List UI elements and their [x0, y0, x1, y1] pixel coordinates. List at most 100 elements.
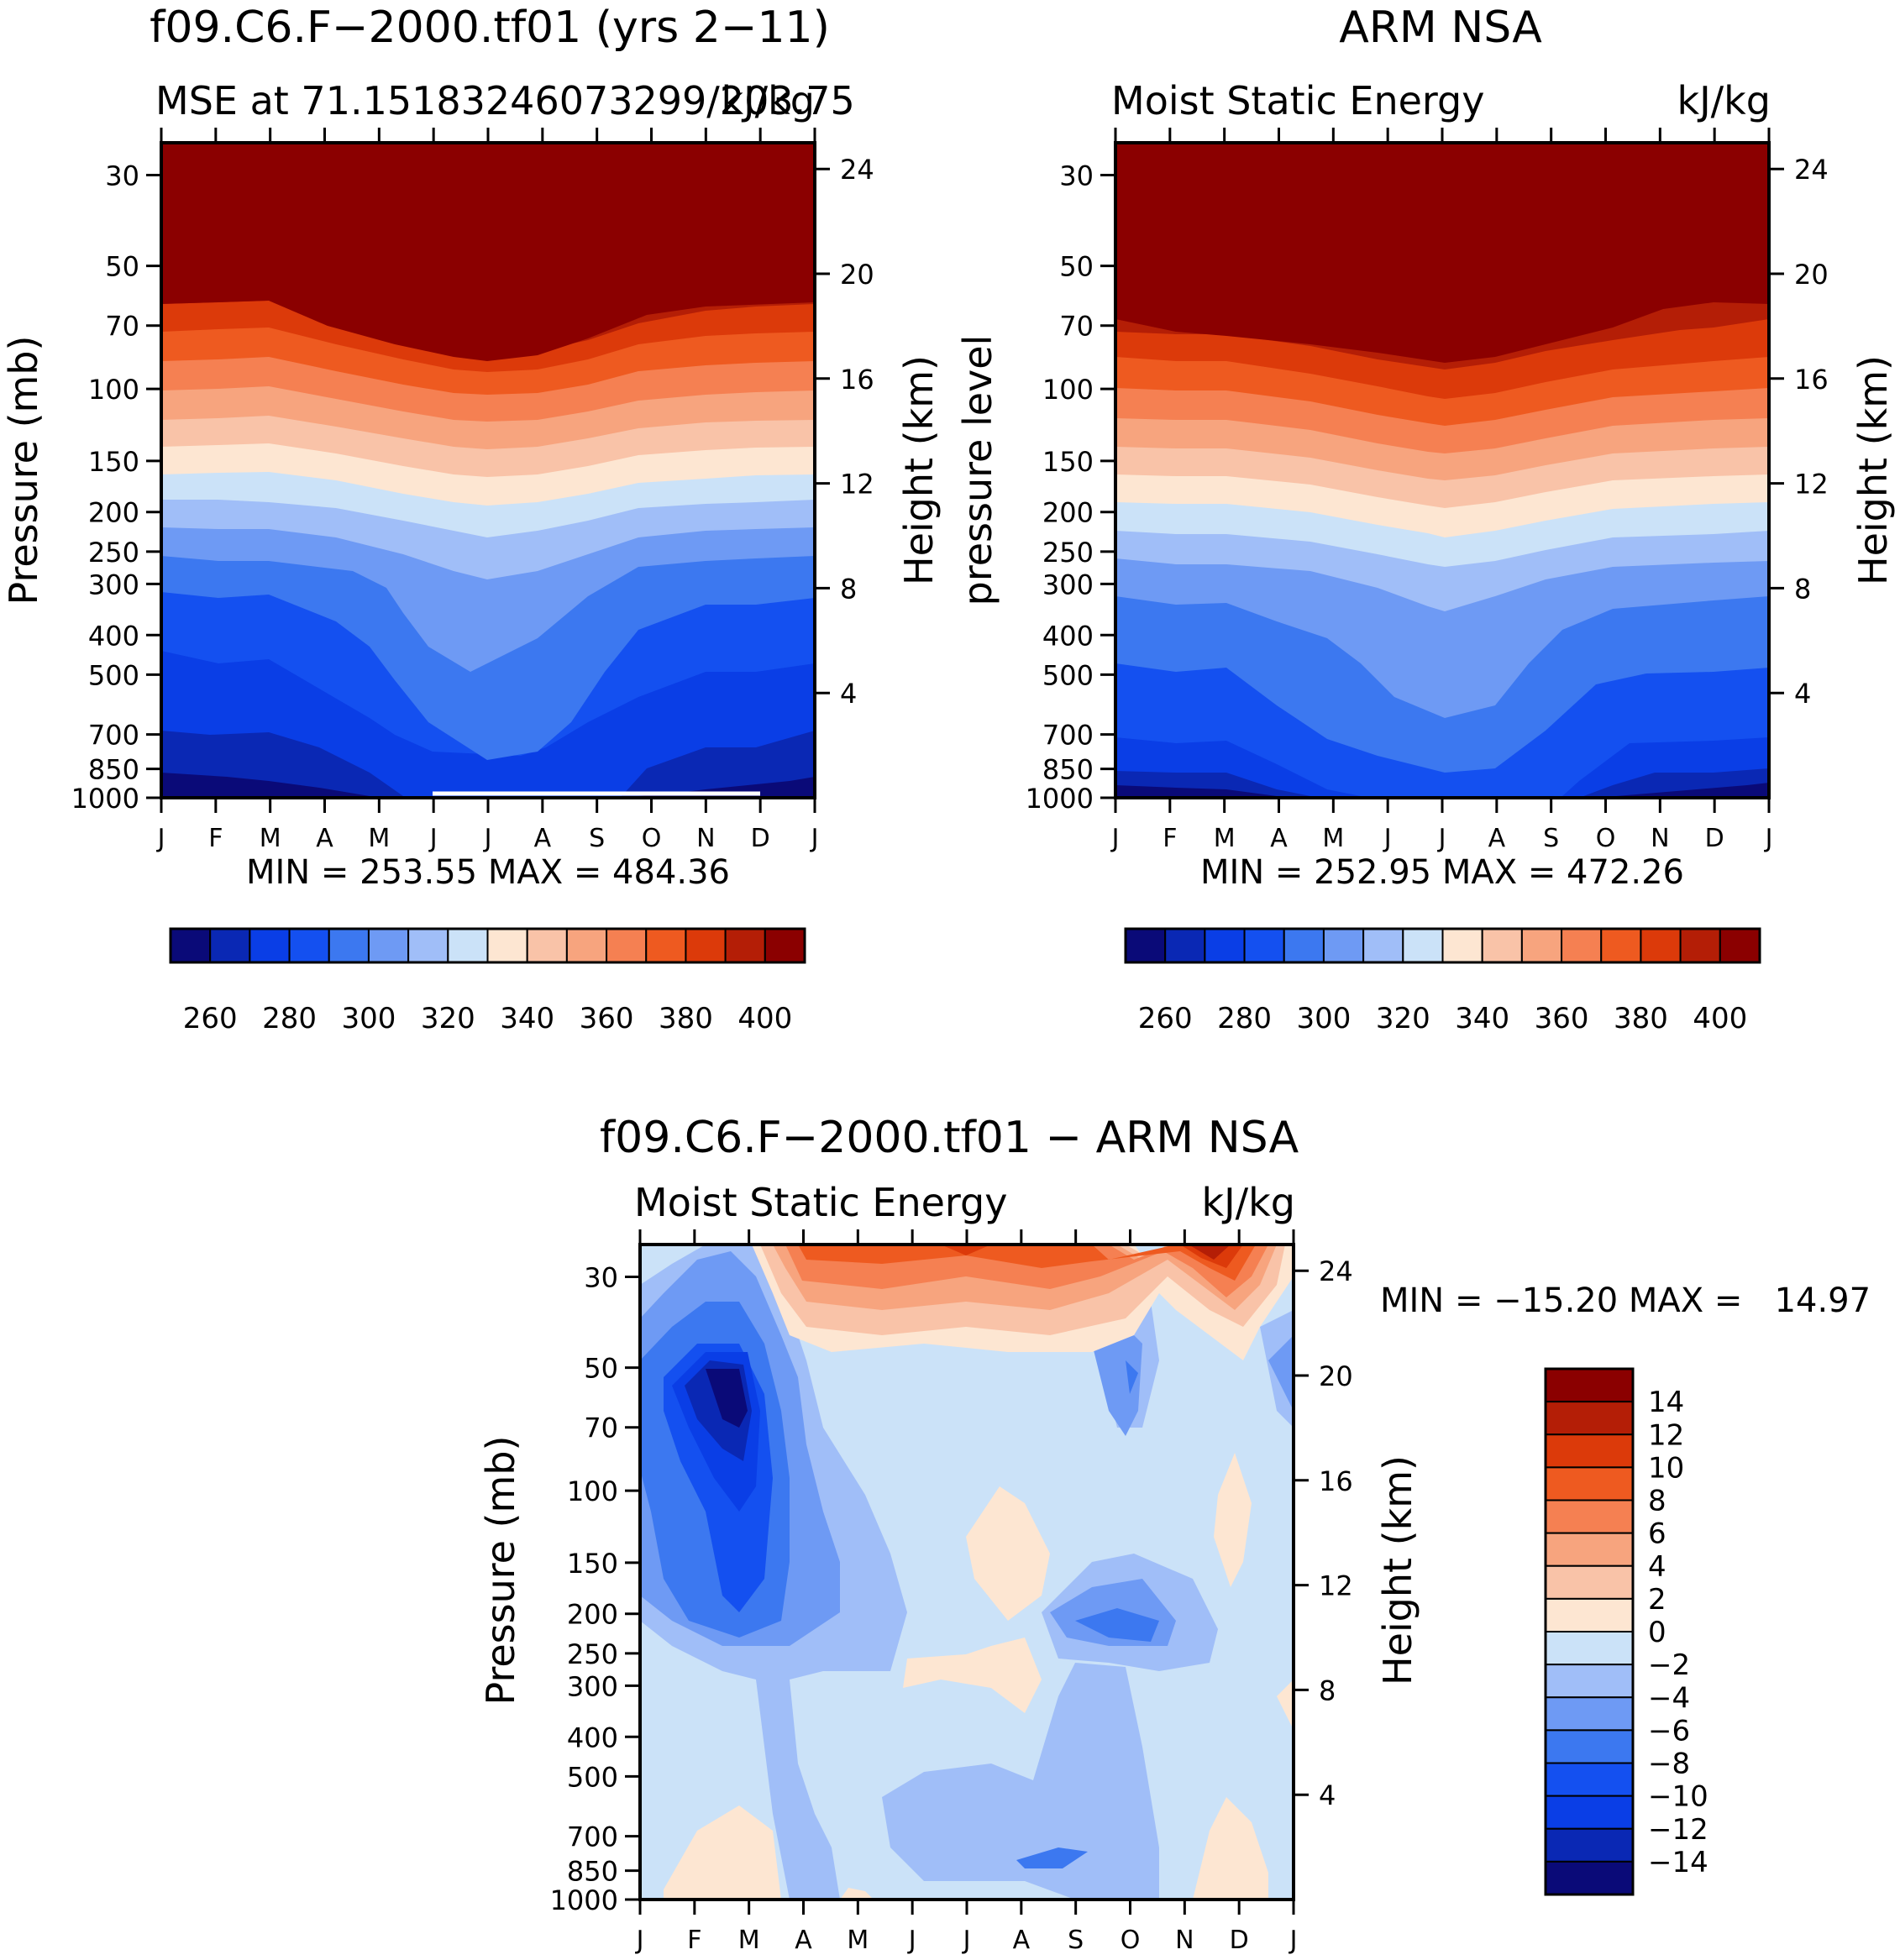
x-tick-label: A	[795, 1926, 812, 1955]
y-tick-label: 300	[88, 569, 139, 600]
colorbar-label: 2	[1648, 1583, 1666, 1617]
y-tick-label: 150	[88, 446, 139, 478]
colorbar-label: −8	[1648, 1748, 1690, 1781]
x-tick-label: M	[738, 1926, 760, 1955]
colorbar-swatch	[1545, 1433, 1634, 1469]
y2-tick-label: 12	[1319, 1570, 1353, 1602]
x-tick-label: J	[1437, 824, 1446, 853]
contour-band	[1193, 1797, 1268, 1900]
x-tick-label: O	[1596, 824, 1616, 853]
y-tick-label: 30	[1059, 160, 1094, 192]
y2-tick-label: 20	[1319, 1360, 1353, 1392]
minmax-label: MIN = −15.20 MAX = 14.97	[1380, 1281, 1871, 1320]
minmax-label: MIN = 252.95 MAX = 472.26	[1200, 853, 1684, 892]
contour-band	[161, 143, 815, 361]
x-tick-label: N	[1651, 824, 1669, 853]
y2-tick-label: 12	[1794, 469, 1829, 500]
x-tick-label: S	[1068, 1926, 1084, 1955]
x-tick-label: J	[1764, 824, 1773, 853]
contour-band	[1268, 1335, 1294, 1411]
y-tick-label: 50	[1059, 251, 1094, 283]
colorbar-swatch	[209, 928, 251, 963]
y-tick-label: 100	[1042, 374, 1094, 406]
y2-axis-label: Height (km)	[896, 355, 942, 585]
y2-tick-label: 24	[1794, 154, 1829, 186]
x-tick-label: S	[589, 824, 605, 853]
x-tick-label: J	[635, 1926, 644, 1955]
y-tick-label: 50	[105, 251, 139, 283]
colorbar-label: 340	[1455, 1002, 1509, 1035]
colorbar-swatch	[1719, 928, 1761, 963]
y-tick-label: 400	[88, 620, 139, 652]
y-tick-label: 100	[567, 1475, 618, 1507]
y-tick-label: 850	[88, 754, 139, 786]
y-tick-label: 500	[1042, 659, 1094, 691]
x-tick-label: A	[1270, 824, 1288, 853]
colorbar-label: 400	[1693, 1002, 1747, 1035]
y-tick-label: 250	[88, 537, 139, 569]
colorbar-swatch	[288, 928, 330, 963]
colorbar-swatch	[764, 928, 806, 963]
x-tick-label: N	[1175, 1926, 1194, 1955]
x-tick-label: O	[1121, 1926, 1141, 1955]
y-tick-label: 500	[88, 659, 139, 691]
y2-tick-label: 16	[1319, 1465, 1353, 1497]
colorbar-label: 280	[262, 1002, 317, 1035]
y-axis-label: pressure level	[955, 335, 1000, 606]
colorbar-swatch	[1545, 1729, 1634, 1764]
colorbar-swatch	[1402, 928, 1444, 963]
y2-tick-label: 16	[1794, 364, 1829, 396]
panel-model: f09.C6.F−2000.tf01 (yrs 2−11) MSE at 71.…	[1, 3, 942, 1035]
colorbar-frame	[1544, 1367, 1635, 1896]
colorbar-swatch	[486, 928, 528, 963]
y-tick-label: 850	[1042, 754, 1094, 786]
panel-title: f09.C6.F−2000.tf01 − ARM NSA	[600, 1113, 1299, 1163]
y-tick-label: 70	[584, 1412, 618, 1444]
y2-tick-label: 20	[840, 259, 874, 291]
y2-tick-label: 4	[1794, 678, 1811, 710]
panel-units: kJ/kg	[1201, 1180, 1295, 1225]
x-tick-label: J	[483, 824, 492, 853]
colorbar-label: 380	[1614, 1002, 1668, 1035]
panel-units: kJ/kg	[1677, 78, 1771, 123]
x-tick-label: J	[1110, 824, 1120, 853]
colorbar-swatch	[1322, 928, 1365, 963]
colorbar-swatch	[367, 928, 410, 963]
x-tick-label: M	[260, 824, 281, 853]
contour-band	[1189, 1245, 1231, 1260]
colorbar-swatch	[685, 928, 727, 963]
colorbar-swatch	[447, 928, 489, 963]
panel-title: ARM NSA	[1339, 3, 1542, 53]
y-axis-label: Pressure (mb)	[478, 1436, 523, 1706]
panel-subtitle: MSE at 71.15183246073299/203.75	[155, 78, 855, 123]
colorbar-swatch	[1545, 1466, 1634, 1501]
x-tick-label: J	[156, 824, 165, 853]
y-tick-label: 30	[105, 160, 139, 192]
x-tick-label: A	[534, 824, 552, 853]
colorbar-label: 360	[580, 1002, 634, 1035]
contour-band	[1075, 1608, 1159, 1642]
y2-tick-label: 12	[840, 469, 874, 500]
x-tick-label: D	[1230, 1926, 1249, 1955]
x-tick-label: J	[810, 824, 819, 853]
colorbar-label: −2	[1648, 1648, 1690, 1682]
x-tick-label: J	[907, 1926, 916, 1955]
y2-tick-label: 8	[1319, 1674, 1336, 1706]
y2-axis-label: Height (km)	[1850, 355, 1896, 585]
x-tick-label: M	[368, 824, 390, 853]
y-tick-label: 100	[88, 374, 139, 406]
colorbar-label: 300	[341, 1002, 396, 1035]
y2-tick-label: 24	[1319, 1255, 1353, 1287]
y-tick-label: 200	[88, 497, 139, 529]
y-tick-label: 30	[584, 1262, 618, 1294]
colorbar-label: 12	[1648, 1418, 1684, 1452]
y-tick-label: 850	[567, 1856, 618, 1888]
colorbar-swatch	[1545, 1564, 1634, 1600]
colorbar-label: 6	[1648, 1517, 1666, 1551]
y-tick-label: 500	[567, 1761, 618, 1793]
colorbar-label: 300	[1296, 1002, 1351, 1035]
x-tick-label: M	[1214, 824, 1236, 853]
y2-tick-label: 8	[1794, 573, 1811, 605]
colorbar: 260 280 300 320 340 360 380 400	[1124, 927, 1761, 1035]
